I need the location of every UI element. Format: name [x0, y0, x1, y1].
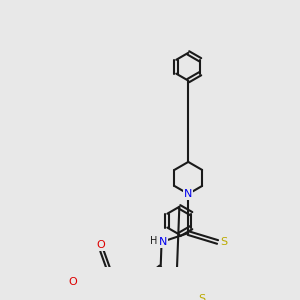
Text: O: O — [96, 240, 105, 250]
Text: N: N — [184, 189, 192, 199]
Text: H: H — [150, 236, 158, 246]
Text: S: S — [220, 237, 227, 247]
Text: N: N — [159, 237, 167, 247]
Text: S: S — [199, 294, 206, 300]
Text: O: O — [69, 277, 77, 286]
